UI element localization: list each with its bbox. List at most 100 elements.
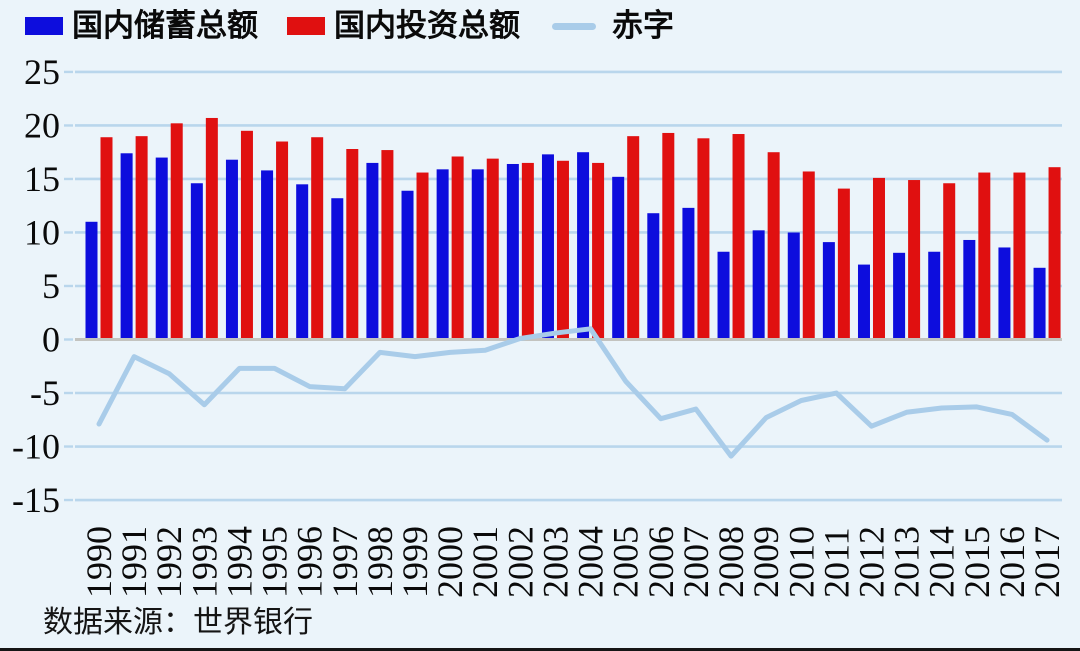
- savings-bar: [436, 169, 449, 340]
- x-axis-label: 2004: [571, 526, 611, 598]
- bottom-border: [0, 648, 1080, 651]
- investment-bar: [837, 188, 850, 340]
- savings-bar: [190, 183, 203, 340]
- source-note: 数据来源：世界银行: [43, 606, 313, 639]
- savings-bar: [963, 239, 976, 340]
- investment-bar: [135, 136, 148, 340]
- x-axis-label: 1996: [290, 526, 330, 598]
- y-axis-label: 20: [24, 105, 60, 145]
- x-axis-label: 2012: [851, 526, 891, 598]
- x-axis-label: 2008: [711, 526, 751, 598]
- investment-bar: [276, 141, 289, 340]
- savings-bar: [752, 230, 765, 340]
- savings-bar: [928, 251, 941, 340]
- x-axis-label: 2007: [676, 526, 716, 598]
- x-axis-label: 2003: [535, 526, 575, 598]
- legend-label-investment: 国内投资总额: [334, 8, 520, 43]
- legend-item-investment: 国内投资总额: [287, 6, 520, 46]
- x-axis-label: 2006: [641, 526, 681, 598]
- legend-label-deficit: 赤字: [612, 8, 674, 43]
- savings-bar: [998, 247, 1011, 340]
- savings-bar: [225, 159, 238, 340]
- y-axis-label: 5: [42, 266, 60, 306]
- x-axis-label: 2002: [500, 526, 540, 598]
- x-axis-label: 1991: [114, 526, 154, 598]
- savings-bar: [296, 184, 309, 340]
- investment-bar: [767, 152, 780, 340]
- savings-bar: [682, 207, 695, 340]
- y-axis-label: -5: [30, 373, 60, 413]
- savings-bar: [787, 232, 800, 340]
- investment-bar: [802, 171, 815, 340]
- investment-bar: [662, 132, 675, 340]
- y-axis-label: 25: [24, 52, 60, 92]
- savings-bar: [331, 198, 344, 340]
- investment-bar: [943, 183, 956, 340]
- savings-bar: [822, 242, 835, 340]
- legend-item-deficit: 赤字: [552, 6, 674, 46]
- x-axis-label: 1997: [325, 526, 365, 598]
- x-axis-label: 1995: [255, 526, 295, 598]
- x-axis-label: 1990: [79, 526, 119, 598]
- investment-bar: [1048, 167, 1061, 340]
- x-axis-label: 2015: [957, 526, 997, 598]
- investment-bar-swatch-icon: [287, 17, 325, 35]
- investment-bar: [486, 158, 499, 340]
- y-axis-label: -10: [12, 427, 60, 467]
- savings-bar: [85, 221, 98, 340]
- investment-bar: [381, 150, 394, 340]
- investment-bar: [592, 162, 605, 340]
- x-axis-label: 2005: [606, 526, 646, 598]
- x-axis-label: 1998: [360, 526, 400, 598]
- investment-bar: [170, 123, 183, 340]
- savings-bar: [155, 157, 168, 340]
- x-axis-label: 2016: [992, 526, 1032, 598]
- savings-bar: [261, 170, 274, 340]
- investment-bar: [908, 180, 921, 340]
- savings-bar: [366, 162, 379, 340]
- investment-bar: [240, 130, 253, 340]
- x-axis-label: 2009: [746, 526, 786, 598]
- y-axis-label: 0: [42, 320, 60, 360]
- savings-bar: [541, 154, 554, 340]
- legend: 国内储蓄总额 国内投资总额 赤字: [0, 0, 1080, 50]
- x-axis-label: 2000: [430, 526, 470, 598]
- legend-item-savings: 国内储蓄总额: [25, 6, 258, 46]
- legend-label-savings: 国内储蓄总额: [72, 8, 258, 43]
- investment-bar: [732, 134, 745, 340]
- y-axis-label: -15: [12, 480, 60, 520]
- investment-bar: [451, 156, 464, 340]
- x-axis-label: 2011: [816, 527, 856, 598]
- savings-bar-swatch-icon: [25, 17, 63, 35]
- x-axis-label: 1993: [184, 526, 224, 598]
- investment-bar: [311, 137, 324, 340]
- savings-bar: [857, 264, 870, 340]
- savings-bar: [471, 169, 484, 340]
- x-axis-label: 1999: [395, 526, 435, 598]
- x-axis-label: 2013: [887, 526, 927, 598]
- savings-bar: [717, 251, 730, 340]
- x-axis-label: 1992: [149, 526, 189, 598]
- deficit-line-swatch-icon: [552, 22, 596, 30]
- y-axis-label: 15: [24, 159, 60, 199]
- x-axis-label: 2017: [1027, 526, 1067, 598]
- savings-bar: [1033, 267, 1046, 340]
- savings-bar: [647, 213, 660, 340]
- investment-bar: [556, 160, 569, 340]
- investment-bar: [1013, 172, 1026, 340]
- investment-bar: [978, 172, 991, 340]
- x-axis-label: 1994: [219, 526, 259, 598]
- investment-bar: [416, 172, 429, 340]
- savings-bar: [120, 153, 133, 340]
- x-axis-label: 2010: [781, 526, 821, 598]
- x-axis-label: 2001: [465, 526, 505, 598]
- deficit-line: [96, 326, 1050, 459]
- investment-bar: [627, 136, 640, 340]
- investment-bar: [346, 149, 359, 340]
- investment-bar: [521, 162, 534, 340]
- savings-bar: [612, 176, 625, 340]
- y-axis-label: 10: [24, 212, 60, 252]
- investment-bar: [100, 137, 113, 340]
